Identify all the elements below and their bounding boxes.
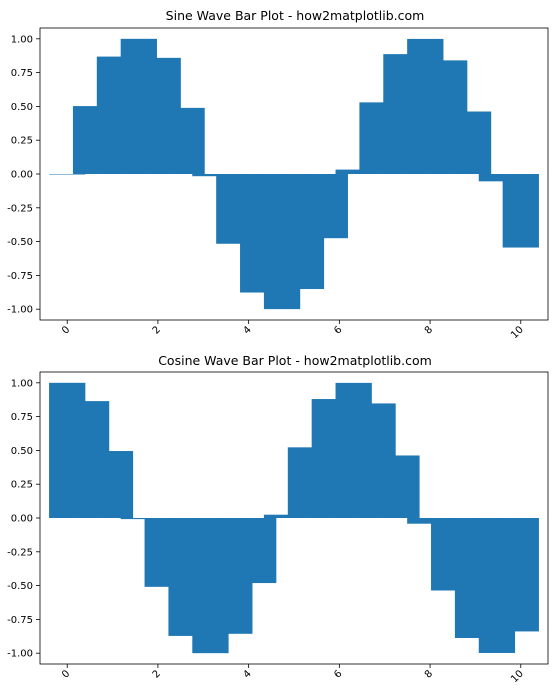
- sine-subplot: Sine Wave Bar Plot - how2matplotlib.com …: [7, 8, 549, 341]
- cosine-ytick-label: -0.75: [7, 615, 33, 626]
- sine-ytick-label: 0.00: [11, 170, 33, 181]
- sine-bar: [311, 174, 348, 239]
- cosine-bars: [49, 382, 539, 654]
- sine-chart-title: Sine Wave Bar Plot - how2matplotlib.com: [166, 8, 425, 23]
- cosine-ytick-label: 1.00: [11, 378, 33, 389]
- sine-bar: [454, 111, 492, 174]
- cosine-ytick-label: -1.00: [7, 649, 33, 660]
- cosine-ytick-label: 0.25: [11, 480, 33, 491]
- sine-bar: [49, 174, 86, 175]
- cosine-ytick-label: 0.00: [11, 514, 33, 525]
- cosine-bar: [502, 518, 539, 632]
- cosine-y-axis: 1.00 0.75 0.50 0.25 0.00 -0.25 -0.50 -0.75 -1.00: [7, 378, 40, 660]
- cosine-bar: [407, 518, 444, 524]
- sine-plot-frame: [39, 27, 549, 321]
- sine-ytick-label: -1.00: [7, 305, 33, 316]
- cosine-bar: [120, 518, 157, 520]
- sine-bar: [478, 174, 516, 182]
- cosine-bar: [240, 518, 277, 584]
- cosine-ytick-label: 0.75: [11, 412, 33, 423]
- sine-bar: [502, 174, 539, 248]
- cosine-bar: [263, 514, 301, 518]
- cosine-subplot: Cosine Wave Bar Plot - how2matplotlib.co…: [7, 353, 549, 685]
- sine-bar: [192, 174, 229, 177]
- sine-ytick-label: 1.00: [11, 34, 33, 45]
- sine-ytick-label: 0.50: [11, 102, 33, 113]
- cosine-ytick-label: 0.50: [11, 446, 33, 457]
- cosine-chart-title: Cosine Wave Bar Plot - how2matplotlib.co…: [158, 353, 432, 368]
- cosine-bar: [383, 455, 420, 518]
- sine-bars: [49, 38, 539, 310]
- sine-ytick-label: -0.50: [7, 237, 33, 248]
- sine-ytick-label: 0.75: [11, 68, 33, 79]
- sine-ytick-label: -0.25: [7, 203, 33, 214]
- sine-ytick-label: -0.75: [7, 271, 33, 282]
- cosine-plot-frame: [39, 371, 549, 665]
- cosine-ytick-label: -0.25: [7, 547, 33, 558]
- cosine-bar: [96, 451, 134, 518]
- sine-ytick-label: 0.25: [11, 136, 33, 147]
- cosine-ytick-label: -0.50: [7, 581, 33, 592]
- sine-bar: [335, 169, 372, 174]
- sine-y-axis: 1.00 0.75 0.50 0.25 0.00 -0.25 -0.50 -0.75 -1.00: [7, 34, 40, 316]
- sine-bar: [168, 107, 205, 174]
